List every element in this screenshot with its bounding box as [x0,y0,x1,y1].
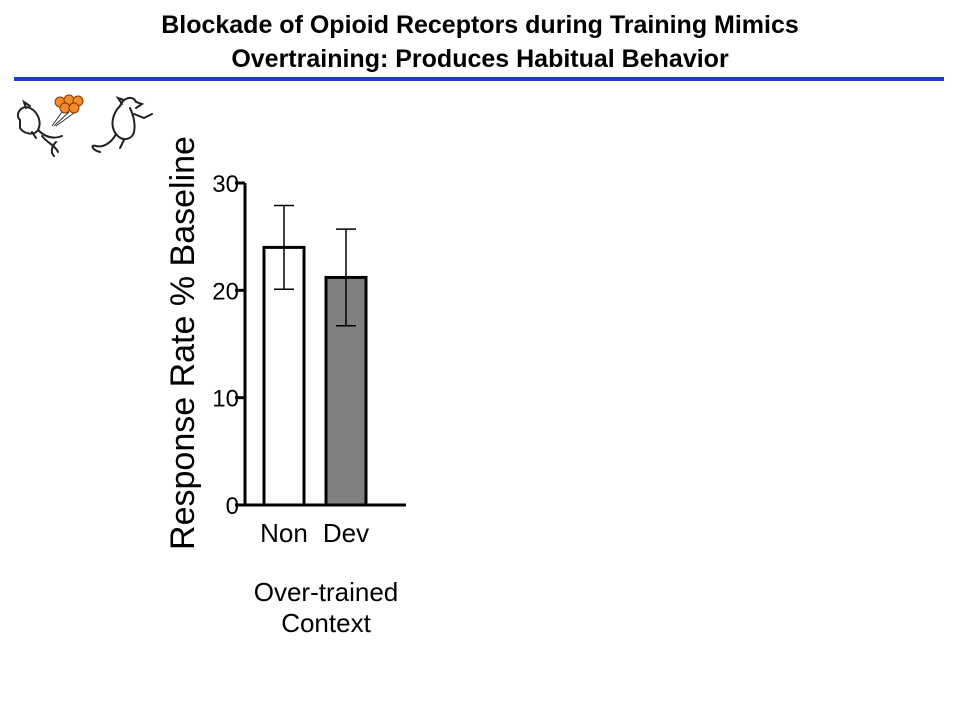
x-axis-title-line-1: Over-trained [254,577,399,607]
y-tick-label: 0 [226,493,239,520]
x-category-label: Dev [323,518,369,548]
y-axis-title: Response Rate % Baseline [164,136,202,550]
title-rule [14,77,944,81]
title-line-1: Blockade of Opioid Receptors during Trai… [161,11,799,39]
slide-title: Blockade of Opioid Receptors during Trai… [0,8,960,76]
title-line-2: Overtraining: Produces Habitual Behavior [231,45,729,73]
y-tick-label: 30 [212,171,239,198]
y-tick-label: 20 [212,278,239,305]
rats-with-balloons-icon [16,94,153,157]
y-tick-label: 10 [212,386,239,413]
x-axis-title-line-2: Context [281,608,371,638]
x-category-label: Non [260,518,308,548]
bar-non [262,245,306,507]
